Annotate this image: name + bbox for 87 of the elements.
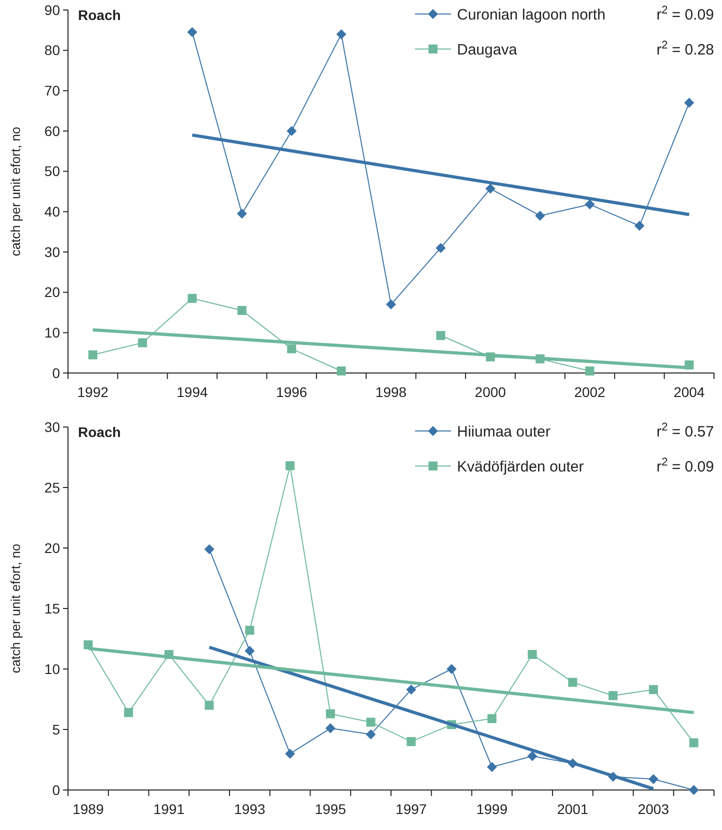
annotation: r$^{2}$ = 0.57 <box>656 421 714 440</box>
x-tick-label: 1992 <box>77 384 109 400</box>
x-tick-label: 2004 <box>674 384 705 400</box>
y-tick-label: 30 <box>44 244 60 260</box>
point <box>688 785 699 795</box>
point <box>406 684 416 695</box>
point <box>204 700 214 710</box>
legend-label: Daugava <box>457 41 518 58</box>
y-tick-label: 10 <box>44 324 60 341</box>
annotation: r$^{2}$ = 0.28 <box>656 39 714 58</box>
point <box>648 774 658 784</box>
y-tick-label: 80 <box>44 42 60 58</box>
x-tick-label: 2001 <box>557 801 588 817</box>
y-tick-label: 5 <box>52 721 60 738</box>
x-tick-label: 1989 <box>72 801 104 817</box>
legend-label: Kvädöfjärden outer <box>457 458 584 476</box>
x-tick-label: 1998 <box>375 384 407 400</box>
annotation: r$^{2}$ = 0.09 <box>656 4 714 24</box>
point <box>634 220 644 231</box>
point <box>406 737 416 746</box>
point <box>325 723 336 734</box>
point <box>446 664 457 674</box>
point <box>366 718 376 727</box>
legend-label: Curonian lagoon north <box>457 6 606 24</box>
point <box>436 330 446 340</box>
chart-title: Roach <box>78 424 121 440</box>
y-tick-label: 40 <box>44 204 60 220</box>
point <box>486 762 497 772</box>
point <box>285 748 296 759</box>
y-tick-label: 20 <box>44 540 60 556</box>
x-tick-label: 1999 <box>476 801 508 817</box>
x-tick-label: 2003 <box>638 801 670 817</box>
x-tick-label: 1993 <box>234 801 266 817</box>
y-tick-label: 90 <box>44 2 60 18</box>
y-tick-label: 50 <box>44 163 60 180</box>
y-tick-label: 70 <box>44 82 60 99</box>
point <box>684 98 694 108</box>
point <box>204 544 214 554</box>
point <box>237 306 246 315</box>
y-tick-label: 25 <box>44 479 60 496</box>
point <box>336 366 346 376</box>
point <box>236 208 247 219</box>
y-axis-title: catch per unit efort, no <box>8 126 23 256</box>
point <box>244 646 255 656</box>
point <box>584 199 595 210</box>
chart-title: Roach <box>78 7 121 23</box>
y-tick-label: 15 <box>44 600 60 616</box>
point <box>287 344 296 354</box>
point <box>245 626 254 635</box>
x-tick-label: 2002 <box>574 384 606 400</box>
y-tick-label: 0 <box>52 782 60 798</box>
point <box>326 709 335 718</box>
y-tick-label: 60 <box>44 122 60 139</box>
point <box>585 366 594 376</box>
point <box>527 751 538 762</box>
point <box>286 126 297 136</box>
point <box>187 27 198 38</box>
point <box>608 691 618 700</box>
point <box>436 242 446 253</box>
y-axis-title: catch per unit efort, no <box>8 544 23 674</box>
point <box>568 678 578 687</box>
point <box>138 338 148 348</box>
y-tick-label: 20 <box>44 284 60 300</box>
x-tick-label: 2000 <box>474 384 506 400</box>
x-tick-label: 1997 <box>396 801 427 817</box>
y-tick-label: 30 <box>44 418 60 435</box>
point <box>366 729 376 740</box>
point <box>336 29 346 40</box>
x-tick-label: 1995 <box>314 801 346 817</box>
y-tick-label: 0 <box>52 364 60 381</box>
point <box>88 350 98 360</box>
point <box>188 294 197 303</box>
annotation: r$^{2}$ = 0.09 <box>656 456 714 476</box>
x-tick-label: 1996 <box>276 384 308 400</box>
point <box>689 738 698 748</box>
point <box>286 461 295 470</box>
x-tick-label: 1991 <box>153 801 185 817</box>
point <box>124 708 134 718</box>
x-tick-label: 1994 <box>176 384 208 400</box>
point <box>485 184 496 194</box>
point <box>648 685 658 694</box>
point <box>535 210 546 221</box>
point <box>528 650 537 659</box>
point <box>487 714 496 724</box>
y-tick-label: 10 <box>44 660 60 677</box>
legend-label: Hiiumaa outer <box>457 423 550 440</box>
point <box>386 299 396 310</box>
